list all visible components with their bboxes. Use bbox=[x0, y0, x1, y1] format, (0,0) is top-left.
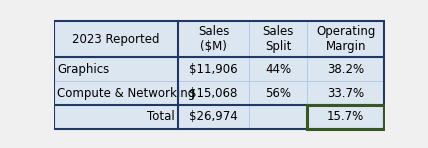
Bar bbox=[307, 81, 384, 105]
Text: 2023 Reported: 2023 Reported bbox=[72, 33, 160, 46]
Bar bbox=[178, 81, 249, 105]
Text: 44%: 44% bbox=[265, 63, 291, 76]
Text: Graphics: Graphics bbox=[57, 63, 110, 76]
Bar bbox=[249, 21, 307, 57]
Bar bbox=[307, 21, 384, 57]
Text: Sales
Split: Sales Split bbox=[262, 25, 294, 53]
Bar bbox=[249, 57, 307, 81]
Text: $11,906: $11,906 bbox=[189, 63, 238, 76]
Bar bbox=[249, 105, 307, 129]
Text: $26,974: $26,974 bbox=[189, 110, 238, 123]
Bar bbox=[178, 21, 249, 57]
Text: $15,068: $15,068 bbox=[189, 87, 238, 99]
Text: 38.2%: 38.2% bbox=[327, 63, 364, 76]
Text: 15.7%: 15.7% bbox=[327, 110, 364, 123]
Bar bbox=[307, 105, 384, 129]
Bar bbox=[54, 57, 178, 81]
Bar bbox=[54, 81, 178, 105]
Text: Sales
($M): Sales ($M) bbox=[198, 25, 229, 53]
Bar bbox=[178, 57, 249, 81]
Bar bbox=[249, 81, 307, 105]
Bar bbox=[54, 105, 178, 129]
Text: 33.7%: 33.7% bbox=[327, 87, 364, 99]
Bar bbox=[178, 105, 249, 129]
Text: Compute & Networking: Compute & Networking bbox=[57, 87, 196, 99]
Bar bbox=[54, 21, 178, 57]
Text: Total: Total bbox=[147, 110, 175, 123]
Text: Operating
Margin: Operating Margin bbox=[316, 25, 375, 53]
Bar bbox=[307, 105, 384, 129]
Text: 56%: 56% bbox=[265, 87, 291, 99]
Bar bbox=[307, 57, 384, 81]
